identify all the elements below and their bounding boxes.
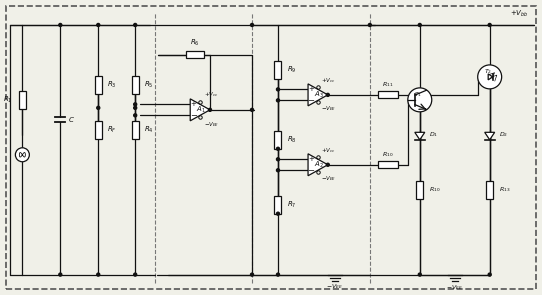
Text: $A_2$: $A_2$: [314, 160, 324, 170]
Text: $-V_{EE}$: $-V_{EE}$: [321, 104, 336, 113]
Circle shape: [418, 273, 421, 276]
Circle shape: [97, 24, 100, 27]
Circle shape: [276, 169, 280, 172]
Text: $R_1$: $R_1$: [3, 95, 12, 105]
Text: $R_4$: $R_4$: [144, 125, 154, 135]
Text: $R_{13}$: $R_{13}$: [499, 185, 510, 194]
Text: $D_2$: $D_2$: [499, 130, 508, 139]
Bar: [95, 121, 102, 139]
Text: +: +: [190, 101, 196, 107]
Circle shape: [326, 93, 330, 96]
Bar: [274, 61, 281, 79]
Circle shape: [276, 212, 280, 215]
Circle shape: [250, 108, 254, 111]
Circle shape: [276, 99, 280, 102]
Polygon shape: [485, 132, 495, 140]
Circle shape: [59, 273, 62, 276]
Text: $+V_{cc}$: $+V_{cc}$: [321, 146, 335, 155]
Polygon shape: [415, 132, 425, 140]
Bar: [416, 181, 423, 199]
Circle shape: [97, 273, 100, 276]
Text: −: −: [307, 96, 314, 105]
Circle shape: [478, 65, 502, 89]
Bar: [95, 76, 102, 94]
Polygon shape: [308, 84, 328, 106]
Text: $A_1$: $A_1$: [196, 105, 206, 115]
Text: $R_{10}$: $R_{10}$: [382, 150, 393, 159]
Text: $R_5$: $R_5$: [144, 80, 154, 90]
Text: $-V_{EE}$: $-V_{EE}$: [326, 283, 344, 291]
Bar: [186, 51, 204, 58]
Circle shape: [134, 106, 137, 109]
Bar: [132, 76, 139, 94]
Text: −: −: [307, 166, 314, 175]
Text: $-V_{EE}$: $-V_{EE}$: [321, 174, 336, 183]
Circle shape: [326, 163, 330, 166]
Circle shape: [134, 24, 137, 27]
Circle shape: [15, 148, 29, 162]
Text: $-V_{EE}$: $-V_{EE}$: [446, 283, 463, 292]
Bar: [486, 181, 493, 199]
Circle shape: [488, 273, 491, 276]
Text: $R_7$: $R_7$: [287, 200, 296, 210]
Circle shape: [276, 273, 280, 276]
Text: $R_9$: $R_9$: [287, 65, 296, 75]
Text: $-V_{EE}$: $-V_{EE}$: [204, 120, 220, 129]
Text: $T_1$: $T_1$: [414, 90, 422, 99]
Circle shape: [250, 24, 254, 27]
Text: $A_3$: $A_3$: [314, 90, 324, 100]
Bar: [19, 91, 26, 109]
Circle shape: [408, 88, 432, 112]
Circle shape: [134, 103, 137, 106]
Circle shape: [276, 158, 280, 161]
Circle shape: [97, 106, 100, 109]
Polygon shape: [308, 154, 328, 176]
Text: $C$: $C$: [68, 115, 75, 124]
Circle shape: [209, 108, 211, 111]
Circle shape: [250, 273, 254, 276]
Bar: [378, 91, 398, 98]
Polygon shape: [488, 74, 493, 80]
Bar: [378, 161, 398, 168]
Circle shape: [418, 24, 421, 27]
Text: $R_F$: $R_F$: [107, 125, 117, 135]
Text: $R_6$: $R_6$: [190, 38, 200, 48]
Text: $R_{11}$: $R_{11}$: [382, 80, 393, 89]
Text: $+V_{cc}$: $+V_{cc}$: [321, 76, 335, 85]
Circle shape: [134, 114, 137, 117]
Text: $R_3$: $R_3$: [107, 80, 117, 90]
Text: $+V_{bb}$: $+V_{bb}$: [511, 9, 529, 19]
Text: $R_{10}$: $R_{10}$: [429, 185, 440, 194]
Circle shape: [488, 24, 491, 27]
Text: +: +: [308, 86, 314, 92]
Bar: [274, 196, 281, 214]
Bar: [132, 121, 139, 139]
Text: $T_2$: $T_2$: [483, 68, 492, 76]
Circle shape: [134, 273, 137, 276]
Bar: [274, 131, 281, 149]
Circle shape: [276, 88, 280, 91]
Text: $R_8$: $R_8$: [287, 135, 296, 145]
Circle shape: [59, 24, 62, 27]
Circle shape: [369, 24, 371, 27]
Text: $D_1$: $D_1$: [429, 130, 438, 139]
Polygon shape: [190, 99, 210, 121]
Circle shape: [276, 147, 280, 150]
Text: $+V_{cc}$: $+V_{cc}$: [204, 91, 218, 99]
Text: +: +: [308, 156, 314, 162]
Text: −: −: [190, 111, 197, 120]
